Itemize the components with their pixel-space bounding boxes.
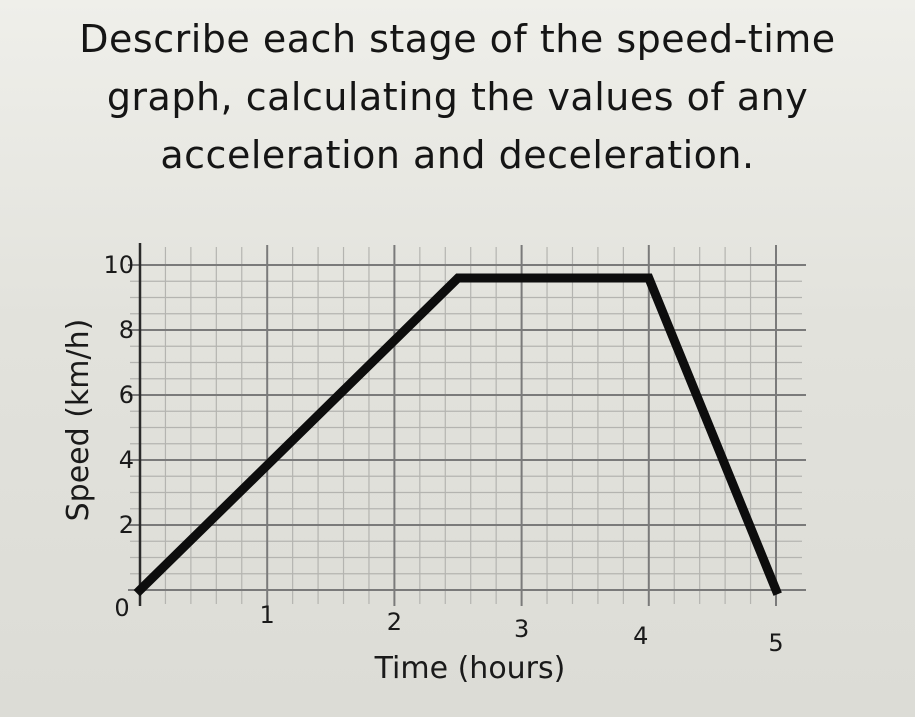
y-tick-label: 10 <box>103 251 134 279</box>
y-tick-label: 6 <box>119 381 134 409</box>
tick-labels: 0 1 2 3 4 5 10 8 6 4 2 <box>103 251 783 657</box>
x-tick-label: 1 <box>260 601 275 629</box>
question-text: Describe each stage of the speed-time gr… <box>0 10 915 184</box>
question-line-1: Describe each stage of the speed-time <box>79 17 836 61</box>
x-axis-label: Time (hours) <box>374 651 566 686</box>
x-tick-label: 4 <box>633 622 648 650</box>
x-tick-label: 0 <box>114 594 129 622</box>
y-tick-label: 4 <box>119 446 134 474</box>
y-axis-label: Speed (km/h) <box>61 319 96 522</box>
series-line-0 <box>133 273 782 597</box>
y-tick-label: 8 <box>119 316 134 344</box>
series-layer <box>133 273 782 597</box>
minor-grid <box>130 247 802 604</box>
y-tick-label: 2 <box>119 511 134 539</box>
x-tick-label: 3 <box>514 615 529 643</box>
question-line-2: graph, calculating the values of any <box>106 75 809 119</box>
x-tick-label: 5 <box>768 629 783 657</box>
x-tick-label: 2 <box>387 608 402 636</box>
question-line-3: acceleration and deceleration. <box>160 133 755 177</box>
